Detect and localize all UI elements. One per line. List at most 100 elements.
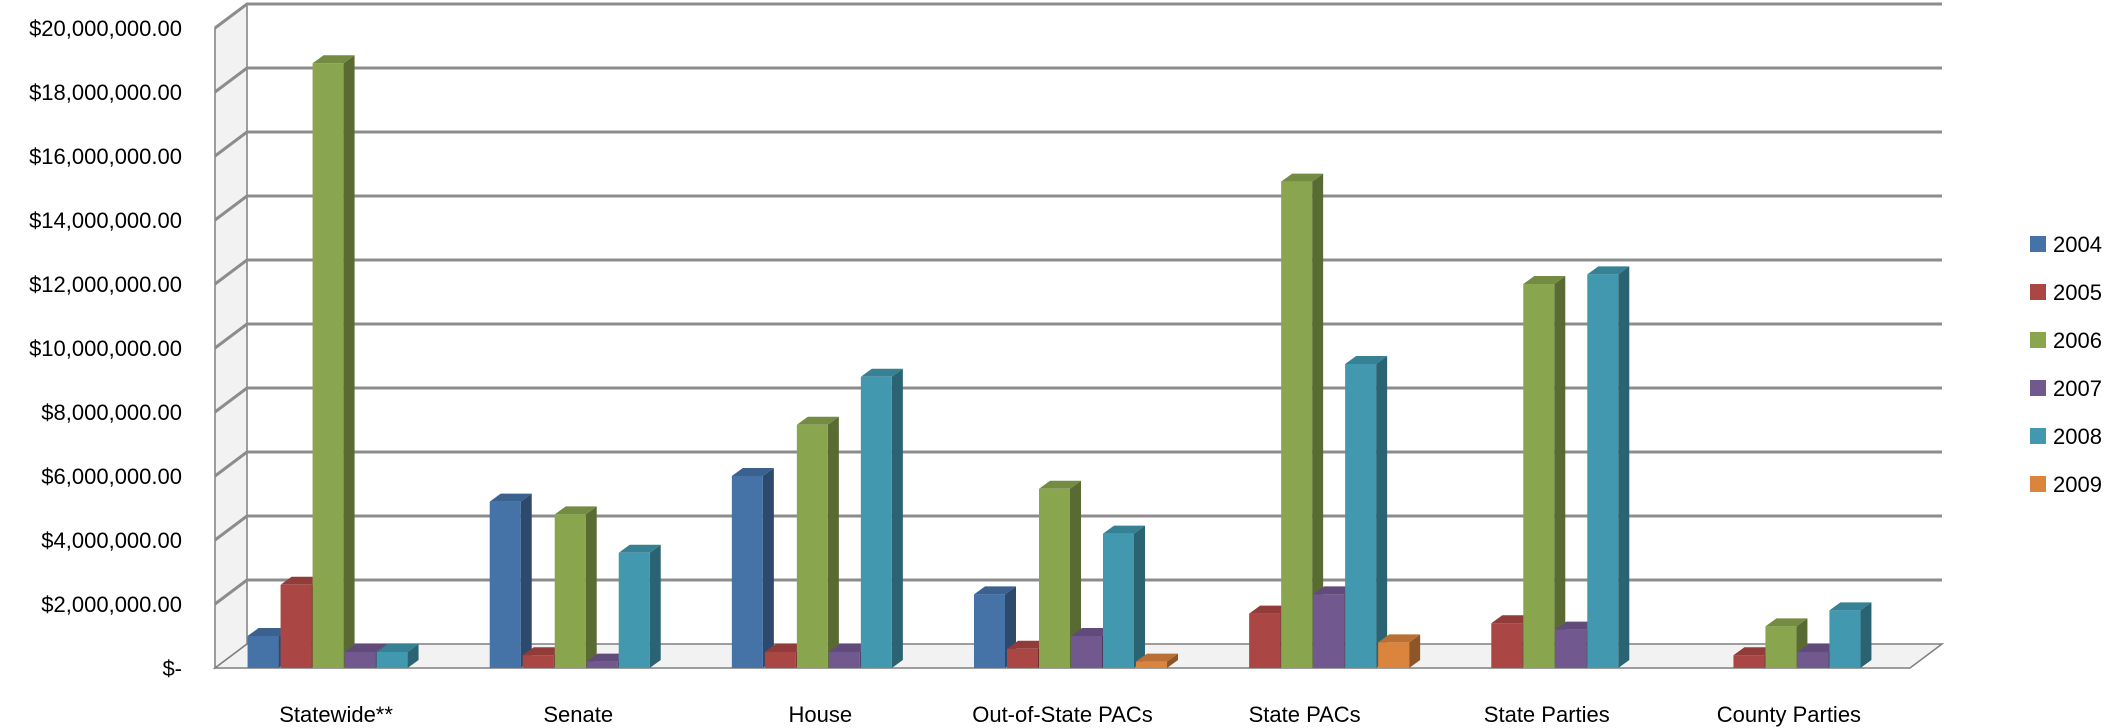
bar-side — [649, 544, 661, 668]
bar-top — [586, 653, 629, 662]
bar-front — [1103, 533, 1134, 668]
bars — [247, 55, 1872, 668]
bar — [1765, 618, 1808, 668]
bar — [1345, 356, 1388, 668]
y-tick-label: $20,000,000.00 — [29, 16, 182, 41]
bar — [1103, 525, 1145, 668]
bar-front — [280, 584, 312, 668]
bar-front — [344, 652, 376, 668]
y-tick-label: $10,000,000.00 — [29, 336, 182, 361]
legend-label: 2006 — [2053, 328, 2102, 353]
bar-top — [1249, 605, 1292, 614]
y-tick-label: $18,000,000.00 — [29, 80, 182, 105]
y-tick-label: $4,000,000.00 — [41, 528, 182, 553]
bar-top — [312, 55, 355, 64]
legend-label: 2007 — [2053, 376, 2102, 401]
bar-top — [974, 586, 1016, 595]
bar-front — [312, 63, 344, 668]
bar-front — [1071, 636, 1102, 668]
bar-top — [247, 628, 290, 636]
bar-front — [1829, 610, 1861, 668]
gridline — [214, 194, 1942, 222]
bar-top — [796, 416, 839, 425]
bar-front — [860, 376, 892, 668]
bar-top — [280, 576, 323, 585]
bar — [731, 468, 774, 668]
bar-top — [1136, 653, 1178, 662]
bar-side — [1860, 602, 1872, 668]
legend-swatch — [2030, 380, 2046, 396]
legend-label: 2009 — [2053, 472, 2102, 497]
bar — [860, 368, 903, 668]
bar-side — [1409, 634, 1421, 668]
x-category-label: State PACs — [1249, 702, 1361, 727]
bar-top — [554, 506, 597, 515]
y-axis-tick-labels: $- $2,000,000.00 $4,000,000.00 $6,000,000.0… — [29, 16, 182, 681]
legend-label: 2008 — [2053, 424, 2102, 449]
x-category-label: Senate — [543, 702, 613, 727]
bar-top — [1829, 602, 1872, 611]
bar-front — [1378, 642, 1410, 668]
bar-front — [1555, 629, 1587, 668]
bar-side — [1070, 480, 1081, 668]
bar — [1039, 480, 1081, 668]
bar-top — [1345, 356, 1388, 364]
bar-top — [1797, 644, 1840, 652]
legend-label: 2005 — [2053, 280, 2102, 305]
x-category-label: County Parties — [1717, 702, 1861, 727]
bar-top — [489, 493, 532, 502]
bar — [1136, 653, 1178, 668]
bar-front — [974, 594, 1005, 668]
bar-top — [1491, 615, 1534, 624]
bar-top — [1733, 647, 1776, 656]
bar-front — [1345, 364, 1377, 668]
y-tick-label: $8,000,000.00 — [41, 400, 182, 425]
bar — [554, 506, 597, 668]
bar — [1523, 276, 1566, 668]
bar-front — [1733, 655, 1765, 668]
bar-front — [796, 424, 828, 668]
bar-top — [860, 368, 903, 377]
bar-top — [828, 644, 871, 652]
bar-side — [520, 493, 532, 668]
y-tick-label: $2,000,000.00 — [41, 592, 182, 617]
bar-top — [1378, 634, 1421, 643]
legend-swatch — [2030, 428, 2046, 444]
bar-front — [1249, 613, 1281, 668]
bar-front — [1007, 648, 1038, 668]
bar-front — [1587, 274, 1619, 668]
bar — [974, 586, 1016, 668]
bar-front — [1491, 623, 1523, 668]
legend-swatch — [2030, 236, 2046, 252]
bar-front — [1797, 652, 1829, 668]
bar-top — [731, 468, 774, 476]
bar — [1281, 173, 1324, 668]
x-category-label: Out-of-State PACs — [972, 702, 1153, 727]
bar-top — [618, 544, 661, 553]
bar-top — [1587, 266, 1630, 275]
bar-top — [522, 647, 565, 656]
bar-side — [827, 416, 839, 668]
bar-front — [764, 652, 796, 668]
bar-front — [618, 552, 650, 668]
bar-top — [1103, 525, 1145, 534]
bar-top — [376, 644, 419, 652]
gridline — [214, 66, 1942, 94]
bar — [376, 644, 419, 668]
bar-front — [247, 636, 279, 668]
bar-front — [522, 655, 554, 668]
bar-side — [1376, 356, 1388, 668]
bar — [312, 55, 355, 668]
bar-front — [1136, 661, 1167, 668]
y-tick-label: $16,000,000.00 — [29, 144, 182, 169]
bar-side — [585, 506, 597, 668]
legend-label: 2004 — [2053, 232, 2102, 257]
bar-top — [1765, 618, 1808, 627]
bar-top — [1313, 586, 1356, 595]
bar-front — [1039, 488, 1070, 668]
gridline — [214, 386, 1942, 414]
bar-side — [343, 55, 355, 668]
bar-front — [586, 661, 618, 668]
x-category-label: State Parties — [1484, 702, 1610, 727]
